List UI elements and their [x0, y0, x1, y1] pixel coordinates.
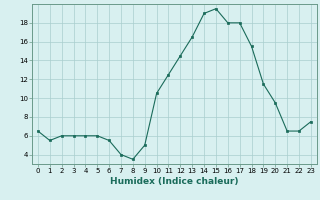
X-axis label: Humidex (Indice chaleur): Humidex (Indice chaleur) [110, 177, 239, 186]
